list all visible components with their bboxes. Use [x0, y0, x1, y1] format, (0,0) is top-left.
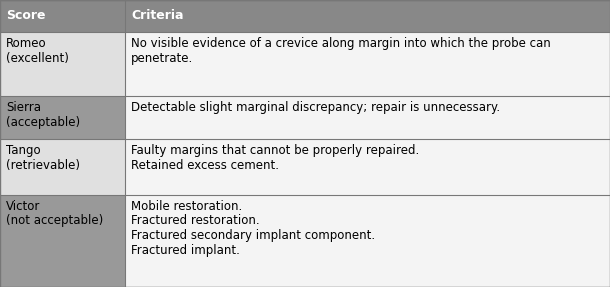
Text: Criteria: Criteria — [131, 9, 184, 22]
Bar — [125, 32, 610, 96]
Text: (acceptable): (acceptable) — [6, 116, 81, 129]
Text: Fractured restoration.: Fractured restoration. — [131, 214, 260, 227]
Text: Tango: Tango — [6, 144, 41, 157]
Text: (retrievable): (retrievable) — [6, 159, 80, 172]
Text: Fractured implant.: Fractured implant. — [131, 244, 240, 257]
Bar — [125, 195, 610, 287]
Text: Romeo: Romeo — [6, 37, 47, 50]
Bar — [0, 96, 125, 139]
Text: Faulty margins that cannot be properly repaired.: Faulty margins that cannot be properly r… — [131, 144, 420, 157]
Bar — [125, 0, 610, 32]
Bar — [0, 0, 125, 32]
Text: penetrate.: penetrate. — [131, 52, 193, 65]
Text: Retained excess cement.: Retained excess cement. — [131, 159, 279, 172]
Bar — [0, 139, 125, 195]
Text: Victor: Victor — [6, 200, 40, 213]
Bar — [125, 96, 610, 139]
Bar — [125, 139, 610, 195]
Text: Fractured secondary implant component.: Fractured secondary implant component. — [131, 229, 375, 242]
Text: No visible evidence of a crevice along margin into which the probe can: No visible evidence of a crevice along m… — [131, 37, 551, 50]
Text: Score: Score — [6, 9, 46, 22]
Text: (excellent): (excellent) — [6, 52, 69, 65]
Bar — [0, 195, 125, 287]
Bar — [0, 32, 125, 96]
Text: Sierra: Sierra — [6, 101, 41, 114]
Text: (not acceptable): (not acceptable) — [6, 214, 103, 227]
Text: Mobile restoration.: Mobile restoration. — [131, 200, 242, 213]
Text: Detectable slight marginal discrepancy; repair is unnecessary.: Detectable slight marginal discrepancy; … — [131, 101, 500, 114]
